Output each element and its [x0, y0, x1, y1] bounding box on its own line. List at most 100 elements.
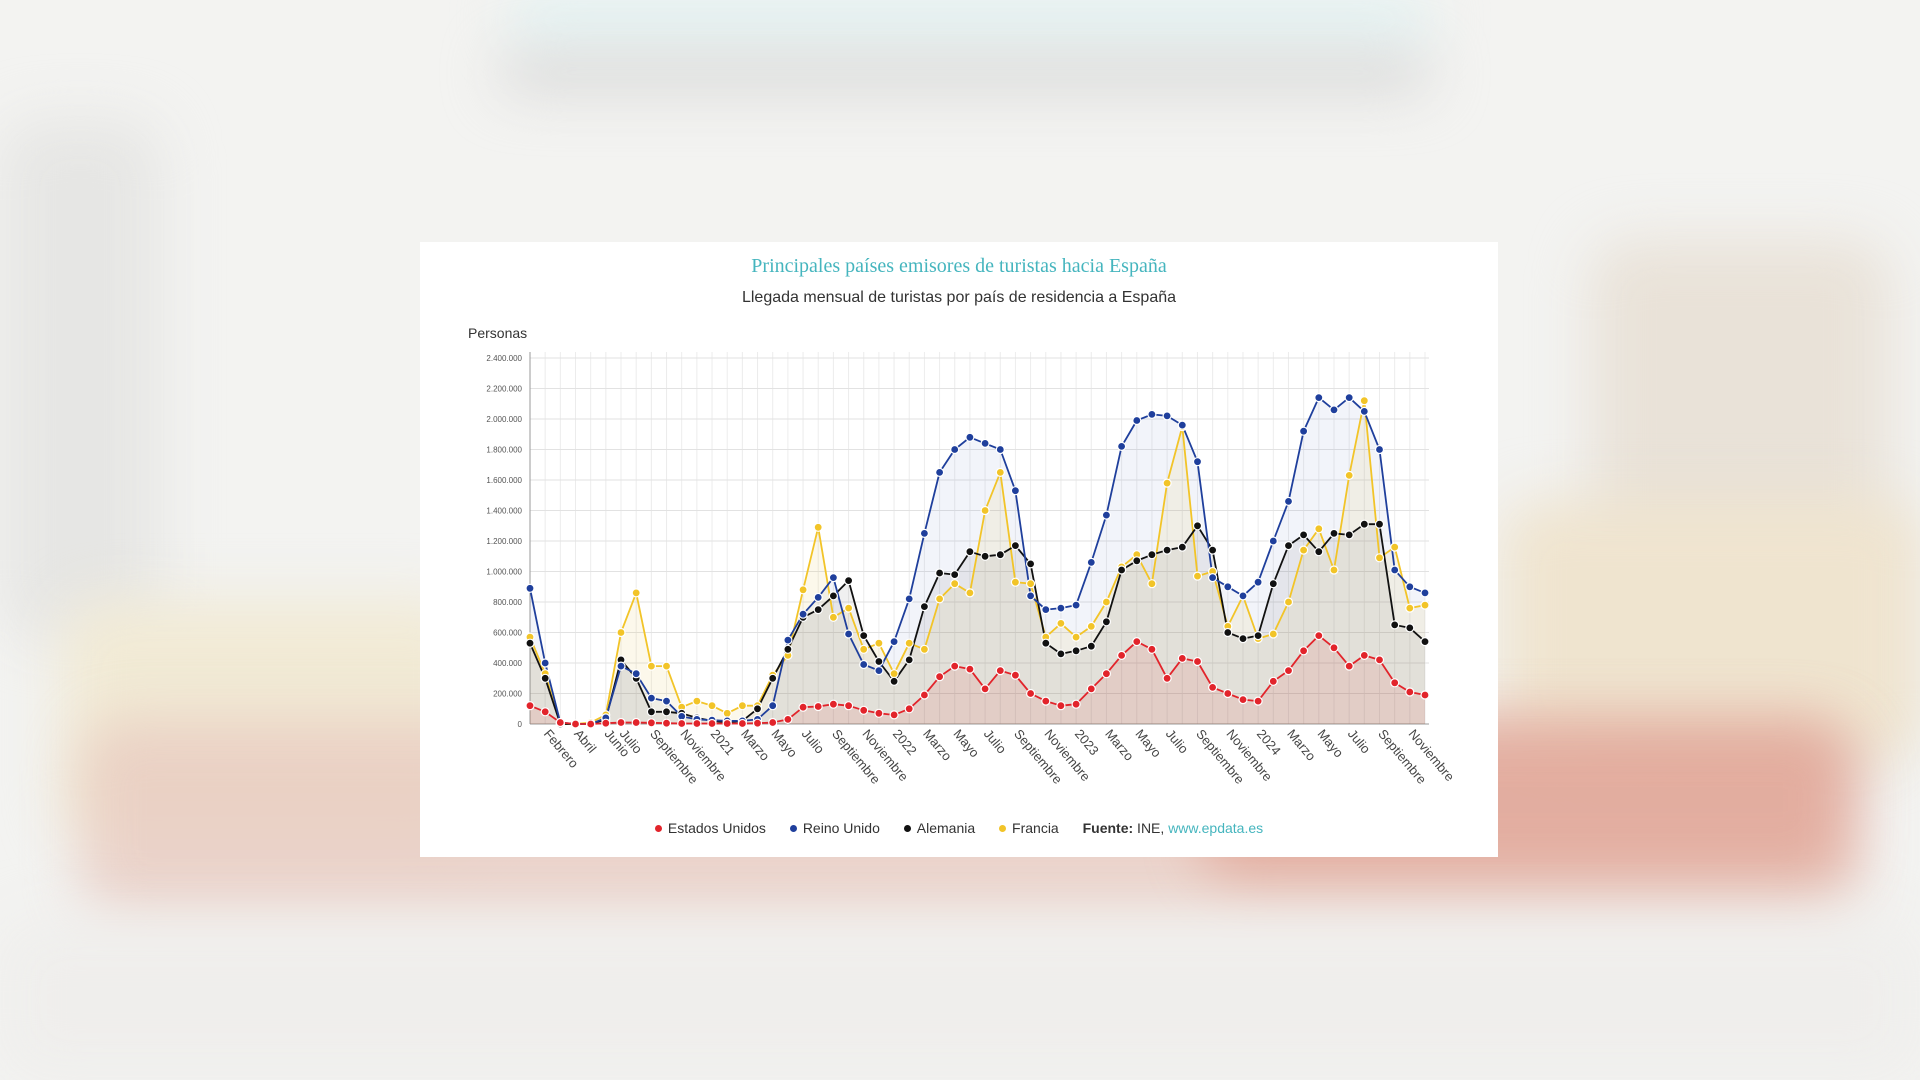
- data-point-reino-unido: [1041, 605, 1051, 615]
- data-point-alemania: [1101, 617, 1112, 627]
- data-point-reino-unido: [1010, 486, 1021, 496]
- data-point-estados-unidos: [1086, 684, 1096, 694]
- data-point-alemania: [1223, 627, 1233, 638]
- data-point-estados-unidos: [722, 718, 732, 729]
- data-point-francia: [904, 638, 914, 648]
- data-point-alemania: [1116, 565, 1127, 575]
- data-point-francia: [813, 522, 823, 532]
- data-point-estados-unidos: [783, 714, 793, 724]
- data-point-alemania: [661, 707, 672, 717]
- legend-label: Estados Unidos: [667, 820, 766, 836]
- data-point-francia: [1071, 632, 1081, 642]
- data-point-reino-unido: [1374, 444, 1385, 455]
- data-point-estados-unidos: [1071, 699, 1081, 709]
- data-point-francia: [889, 669, 899, 679]
- data-point-estados-unidos: [904, 704, 914, 714]
- data-point-reino-unido: [1177, 420, 1187, 430]
- data-point-alemania: [995, 550, 1005, 560]
- source-link[interactable]: www.epdata.es: [1168, 820, 1264, 836]
- data-point-francia: [1390, 542, 1400, 552]
- data-point-estados-unidos: [934, 672, 945, 682]
- data-point-reino-unido: [1162, 411, 1172, 421]
- data-point-estados-unidos: [1344, 661, 1354, 671]
- data-point-francia: [1405, 603, 1415, 613]
- data-point-estados-unidos: [737, 718, 747, 729]
- y-tick-label: 200.000: [493, 690, 522, 699]
- x-tick-label: Julio: [981, 726, 1010, 756]
- data-point-alemania: [1390, 620, 1400, 630]
- data-point-francia: [965, 588, 975, 598]
- data-point-francia: [919, 644, 929, 654]
- data-point-francia: [874, 638, 884, 648]
- x-tick-label: Mayo: [1132, 726, 1164, 760]
- data-point-reino-unido: [798, 609, 808, 619]
- data-point-reino-unido: [1116, 441, 1127, 451]
- data-point-reino-unido: [1101, 510, 1112, 520]
- legend-item-estados-unidos[interactable]: Estados Unidos: [654, 820, 766, 836]
- legend-item-reino-unido[interactable]: Reino Unido: [789, 820, 880, 836]
- data-point-reino-unido: [1207, 573, 1218, 583]
- bg-blur-left-list: [0, 120, 160, 640]
- data-point-estados-unidos: [1359, 650, 1369, 660]
- y-axis-label: Personas: [468, 325, 528, 341]
- data-point-estados-unidos: [828, 699, 838, 709]
- data-point-estados-unidos: [889, 710, 899, 720]
- legend-item-francia[interactable]: Francia: [999, 820, 1059, 836]
- x-tick-label: Mayo: [950, 726, 982, 760]
- data-point-alemania: [828, 591, 838, 601]
- data-point-francia: [1268, 629, 1278, 639]
- data-point-alemania: [1177, 542, 1187, 552]
- data-point-reino-unido: [1314, 393, 1324, 403]
- y-tick-label: 2.000.000: [486, 415, 522, 424]
- data-point-estados-unidos: [1132, 637, 1142, 647]
- data-point-estados-unidos: [813, 701, 823, 712]
- chart-title: Principales países emisores de turistas …: [751, 255, 1167, 277]
- data-point-reino-unido: [1344, 393, 1354, 403]
- legend-label: Francia: [1012, 820, 1059, 836]
- data-point-francia: [722, 708, 732, 718]
- data-point-francia: [844, 603, 854, 613]
- data-point-estados-unidos: [1390, 678, 1400, 688]
- data-point-alemania: [1147, 550, 1157, 560]
- data-point-estados-unidos: [1147, 644, 1157, 654]
- data-point-francia: [1192, 571, 1203, 581]
- data-point-francia: [1374, 553, 1385, 563]
- data-point-estados-unidos: [919, 690, 929, 700]
- data-point-estados-unidos: [601, 718, 611, 728]
- data-point-estados-unidos: [1283, 666, 1294, 676]
- data-point-francia: [1086, 621, 1096, 631]
- data-point-francia: [1025, 579, 1036, 589]
- data-point-estados-unidos: [1268, 676, 1278, 686]
- data-point-francia: [707, 701, 717, 711]
- data-point-francia: [1314, 524, 1324, 534]
- data-point-francia: [995, 467, 1005, 477]
- data-point-alemania: [1071, 646, 1081, 656]
- legend-item-alemania[interactable]: Alemania: [903, 820, 975, 836]
- data-point-reino-unido: [919, 528, 929, 538]
- legend-marker-reino-unido: [789, 824, 797, 832]
- data-point-alemania: [768, 673, 778, 683]
- y-tick-label: 400.000: [493, 659, 522, 668]
- data-point-reino-unido: [1405, 582, 1415, 592]
- data-point-estados-unidos: [752, 718, 763, 728]
- data-point-reino-unido: [980, 438, 990, 448]
- data-point-reino-unido: [813, 592, 823, 602]
- data-point-estados-unidos: [707, 718, 717, 729]
- data-point-reino-unido: [904, 594, 914, 604]
- source-credit: Fuente: INE, www.epdata.es: [1083, 820, 1264, 836]
- data-point-estados-unidos: [980, 684, 990, 694]
- data-point-estados-unidos: [1223, 688, 1233, 699]
- data-point-reino-unido: [783, 635, 793, 645]
- data-point-francia: [934, 594, 945, 604]
- data-point-reino-unido: [1420, 588, 1430, 598]
- data-point-alemania: [1283, 541, 1294, 551]
- data-point-alemania: [1056, 649, 1066, 659]
- x-tick-label: Marzo: [1284, 726, 1319, 763]
- data-point-estados-unidos: [646, 718, 656, 728]
- area-reino-unido: [530, 397, 1425, 724]
- data-point-estados-unidos: [950, 661, 960, 671]
- bg-blur-top-bar: [500, 55, 1430, 90]
- data-point-reino-unido: [525, 583, 535, 593]
- data-point-alemania: [1192, 521, 1203, 531]
